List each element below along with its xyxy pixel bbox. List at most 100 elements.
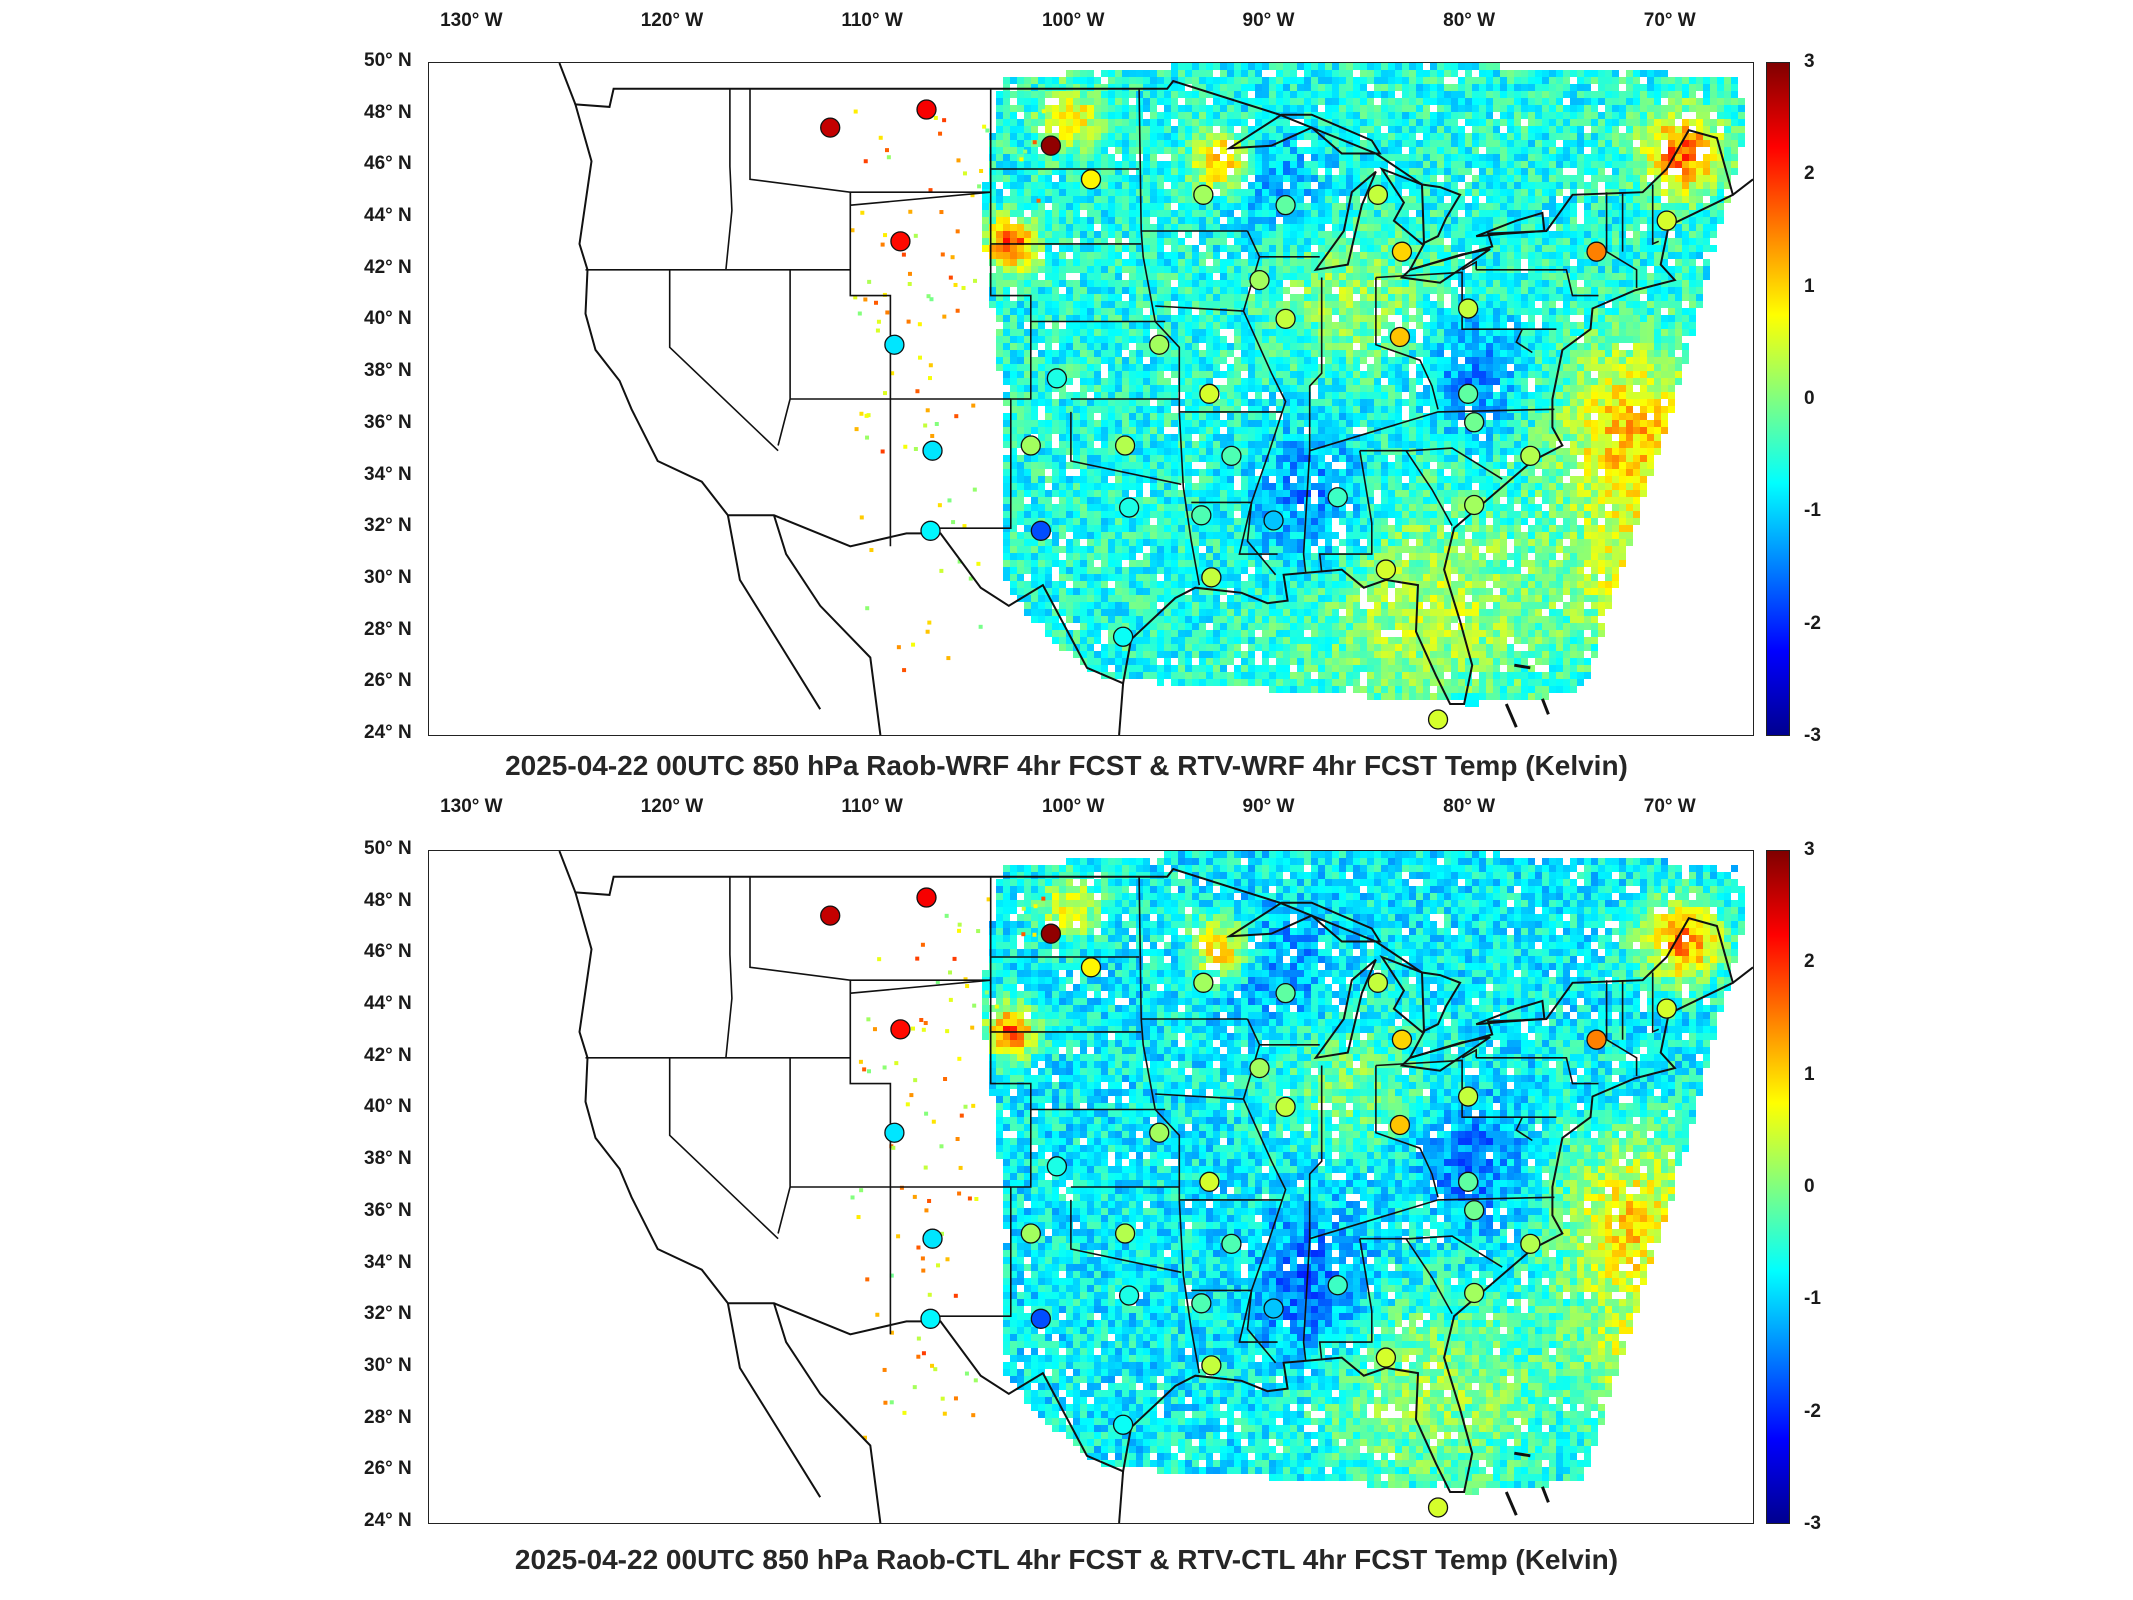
raob-station-marker bbox=[1199, 1171, 1220, 1192]
colorbar-tick-label: -2 bbox=[1804, 1400, 1821, 1422]
latitude-label: 30° N bbox=[364, 566, 412, 588]
raob-station-marker bbox=[1118, 497, 1140, 518]
latitude-label: 32° N bbox=[364, 1303, 412, 1325]
longitude-label: 110° W bbox=[841, 796, 903, 817]
colorbar-tick-label: 1 bbox=[1804, 275, 1815, 297]
raob-station-marker bbox=[1191, 1293, 1212, 1314]
state-borders bbox=[558, 63, 1753, 735]
latitude-label: 42° N bbox=[364, 1044, 412, 1066]
raob-station-marker bbox=[1427, 1497, 1449, 1518]
raob-station-marker bbox=[1080, 169, 1102, 190]
latitude-label: 38° N bbox=[364, 1148, 412, 1170]
longitude-label: 90° W bbox=[1242, 796, 1295, 817]
latitude-label: 34° N bbox=[364, 1251, 412, 1273]
longitude-label: 100° W bbox=[1041, 796, 1105, 817]
latitude-label: 44° N bbox=[364, 205, 412, 227]
latitude-label: 40° N bbox=[364, 308, 412, 330]
raob-station-marker bbox=[1391, 1029, 1413, 1050]
raob-station-marker bbox=[1020, 435, 1041, 456]
raob-station-marker bbox=[1367, 972, 1389, 993]
panel-raob-wrf: 130° W 120° W 110° W 100° W 90° W 80° W 70° W … bbox=[0, 0, 2133, 790]
raob-station-marker bbox=[916, 887, 937, 908]
raob-station-marker bbox=[1275, 983, 1296, 1004]
longitude-label: 110° W bbox=[841, 10, 903, 31]
raob-station-marker bbox=[1263, 510, 1284, 531]
raob-station-marker bbox=[1586, 1029, 1607, 1050]
raob-station-marker bbox=[1275, 308, 1296, 330]
raob-station-marker bbox=[1191, 505, 1212, 526]
raob-station-marker bbox=[890, 1019, 911, 1040]
raob-station-marker bbox=[922, 1228, 943, 1249]
raob-station-marker bbox=[1249, 1057, 1270, 1079]
raob-station-marker bbox=[1114, 435, 1136, 456]
latitude-label: 26° N bbox=[364, 670, 412, 692]
map-svg bbox=[558, 851, 1753, 1523]
raob-station-marker bbox=[1221, 445, 1242, 467]
longitude-label: 80° W bbox=[1443, 796, 1496, 817]
latitude-label: 42° N bbox=[364, 256, 412, 278]
colorbar-tick-label: -2 bbox=[1804, 612, 1821, 634]
latitude-label: 34° N bbox=[364, 463, 412, 485]
raob-station-marker bbox=[1391, 241, 1413, 262]
raob-station-marker bbox=[1520, 445, 1541, 467]
longitude-label: 120° W bbox=[640, 10, 704, 31]
raob-station-marker bbox=[1040, 135, 1062, 156]
longitude-label: 130° W bbox=[440, 796, 503, 817]
raob-station-marker bbox=[1040, 923, 1062, 944]
longitude-label: 80° W bbox=[1443, 10, 1496, 31]
raob-station-marker bbox=[884, 334, 905, 355]
raob-station-marker bbox=[1367, 184, 1389, 205]
raob-station-marker bbox=[1375, 559, 1397, 580]
raob-station-marker bbox=[920, 1308, 941, 1329]
raob-station-marker bbox=[1046, 1156, 1068, 1177]
latitude-label: 40° N bbox=[364, 1096, 412, 1118]
latitude-label: 50° N bbox=[364, 838, 412, 859]
latitude-label: 36° N bbox=[364, 411, 412, 433]
raob-station-marker bbox=[1199, 383, 1220, 404]
raob-station-marker bbox=[1464, 1282, 1485, 1304]
raob-station-marker bbox=[820, 905, 841, 926]
raob-station-marker bbox=[820, 117, 841, 138]
raob-stations bbox=[820, 887, 1677, 1518]
raob-stations bbox=[820, 99, 1677, 730]
raob-station-marker bbox=[1030, 1308, 1051, 1329]
raob-station-marker bbox=[1375, 1347, 1397, 1368]
raob-station-marker bbox=[1149, 334, 1170, 355]
raob-station-marker bbox=[1464, 494, 1485, 516]
longitude-label: 120° W bbox=[640, 796, 704, 817]
longitude-label: 70° W bbox=[1643, 796, 1696, 817]
raob-station-marker bbox=[1327, 487, 1348, 508]
longitude-label: 130° W bbox=[440, 10, 503, 31]
raob-station-marker bbox=[1112, 1414, 1134, 1435]
latitude-label: 28° N bbox=[364, 1406, 412, 1428]
raob-station-marker bbox=[1520, 1233, 1541, 1255]
latitude-label: 48° N bbox=[364, 889, 412, 911]
latitude-label: 46° N bbox=[364, 153, 412, 175]
retrieval-bias-field bbox=[850, 851, 1745, 1495]
retrieval-bias-field bbox=[850, 63, 1745, 707]
colorbar-tick-label: -3 bbox=[1804, 725, 1821, 746]
raob-station-marker bbox=[1275, 1096, 1296, 1118]
colorbar-tick-label: -1 bbox=[1804, 1288, 1821, 1310]
raob-station-marker bbox=[890, 231, 911, 252]
raob-station-marker bbox=[1114, 1223, 1136, 1244]
raob-station-marker bbox=[1327, 1275, 1348, 1296]
raob-station-marker bbox=[1221, 1233, 1242, 1255]
raob-station-marker bbox=[1193, 972, 1214, 993]
colorbar-gradient bbox=[1766, 850, 1790, 1524]
latitude-label: 26° N bbox=[364, 1458, 412, 1480]
colorbar-tick-label: 2 bbox=[1804, 163, 1815, 185]
raob-station-marker bbox=[1201, 1355, 1222, 1376]
longitude-label: 90° W bbox=[1242, 10, 1295, 31]
raob-station-marker bbox=[1020, 1223, 1041, 1244]
colorbar-tick-label: 1 bbox=[1804, 1063, 1815, 1085]
raob-station-marker bbox=[922, 440, 943, 461]
map-plot-area bbox=[428, 62, 1754, 736]
longitude-label: 100° W bbox=[1041, 10, 1105, 31]
state-borders bbox=[558, 851, 1753, 1523]
colorbar-tick-label: -1 bbox=[1804, 500, 1821, 522]
raob-station-marker bbox=[1118, 1285, 1140, 1306]
raob-station-marker bbox=[1464, 1200, 1485, 1221]
raob-station-marker bbox=[884, 1122, 905, 1143]
raob-station-marker bbox=[1586, 241, 1607, 262]
